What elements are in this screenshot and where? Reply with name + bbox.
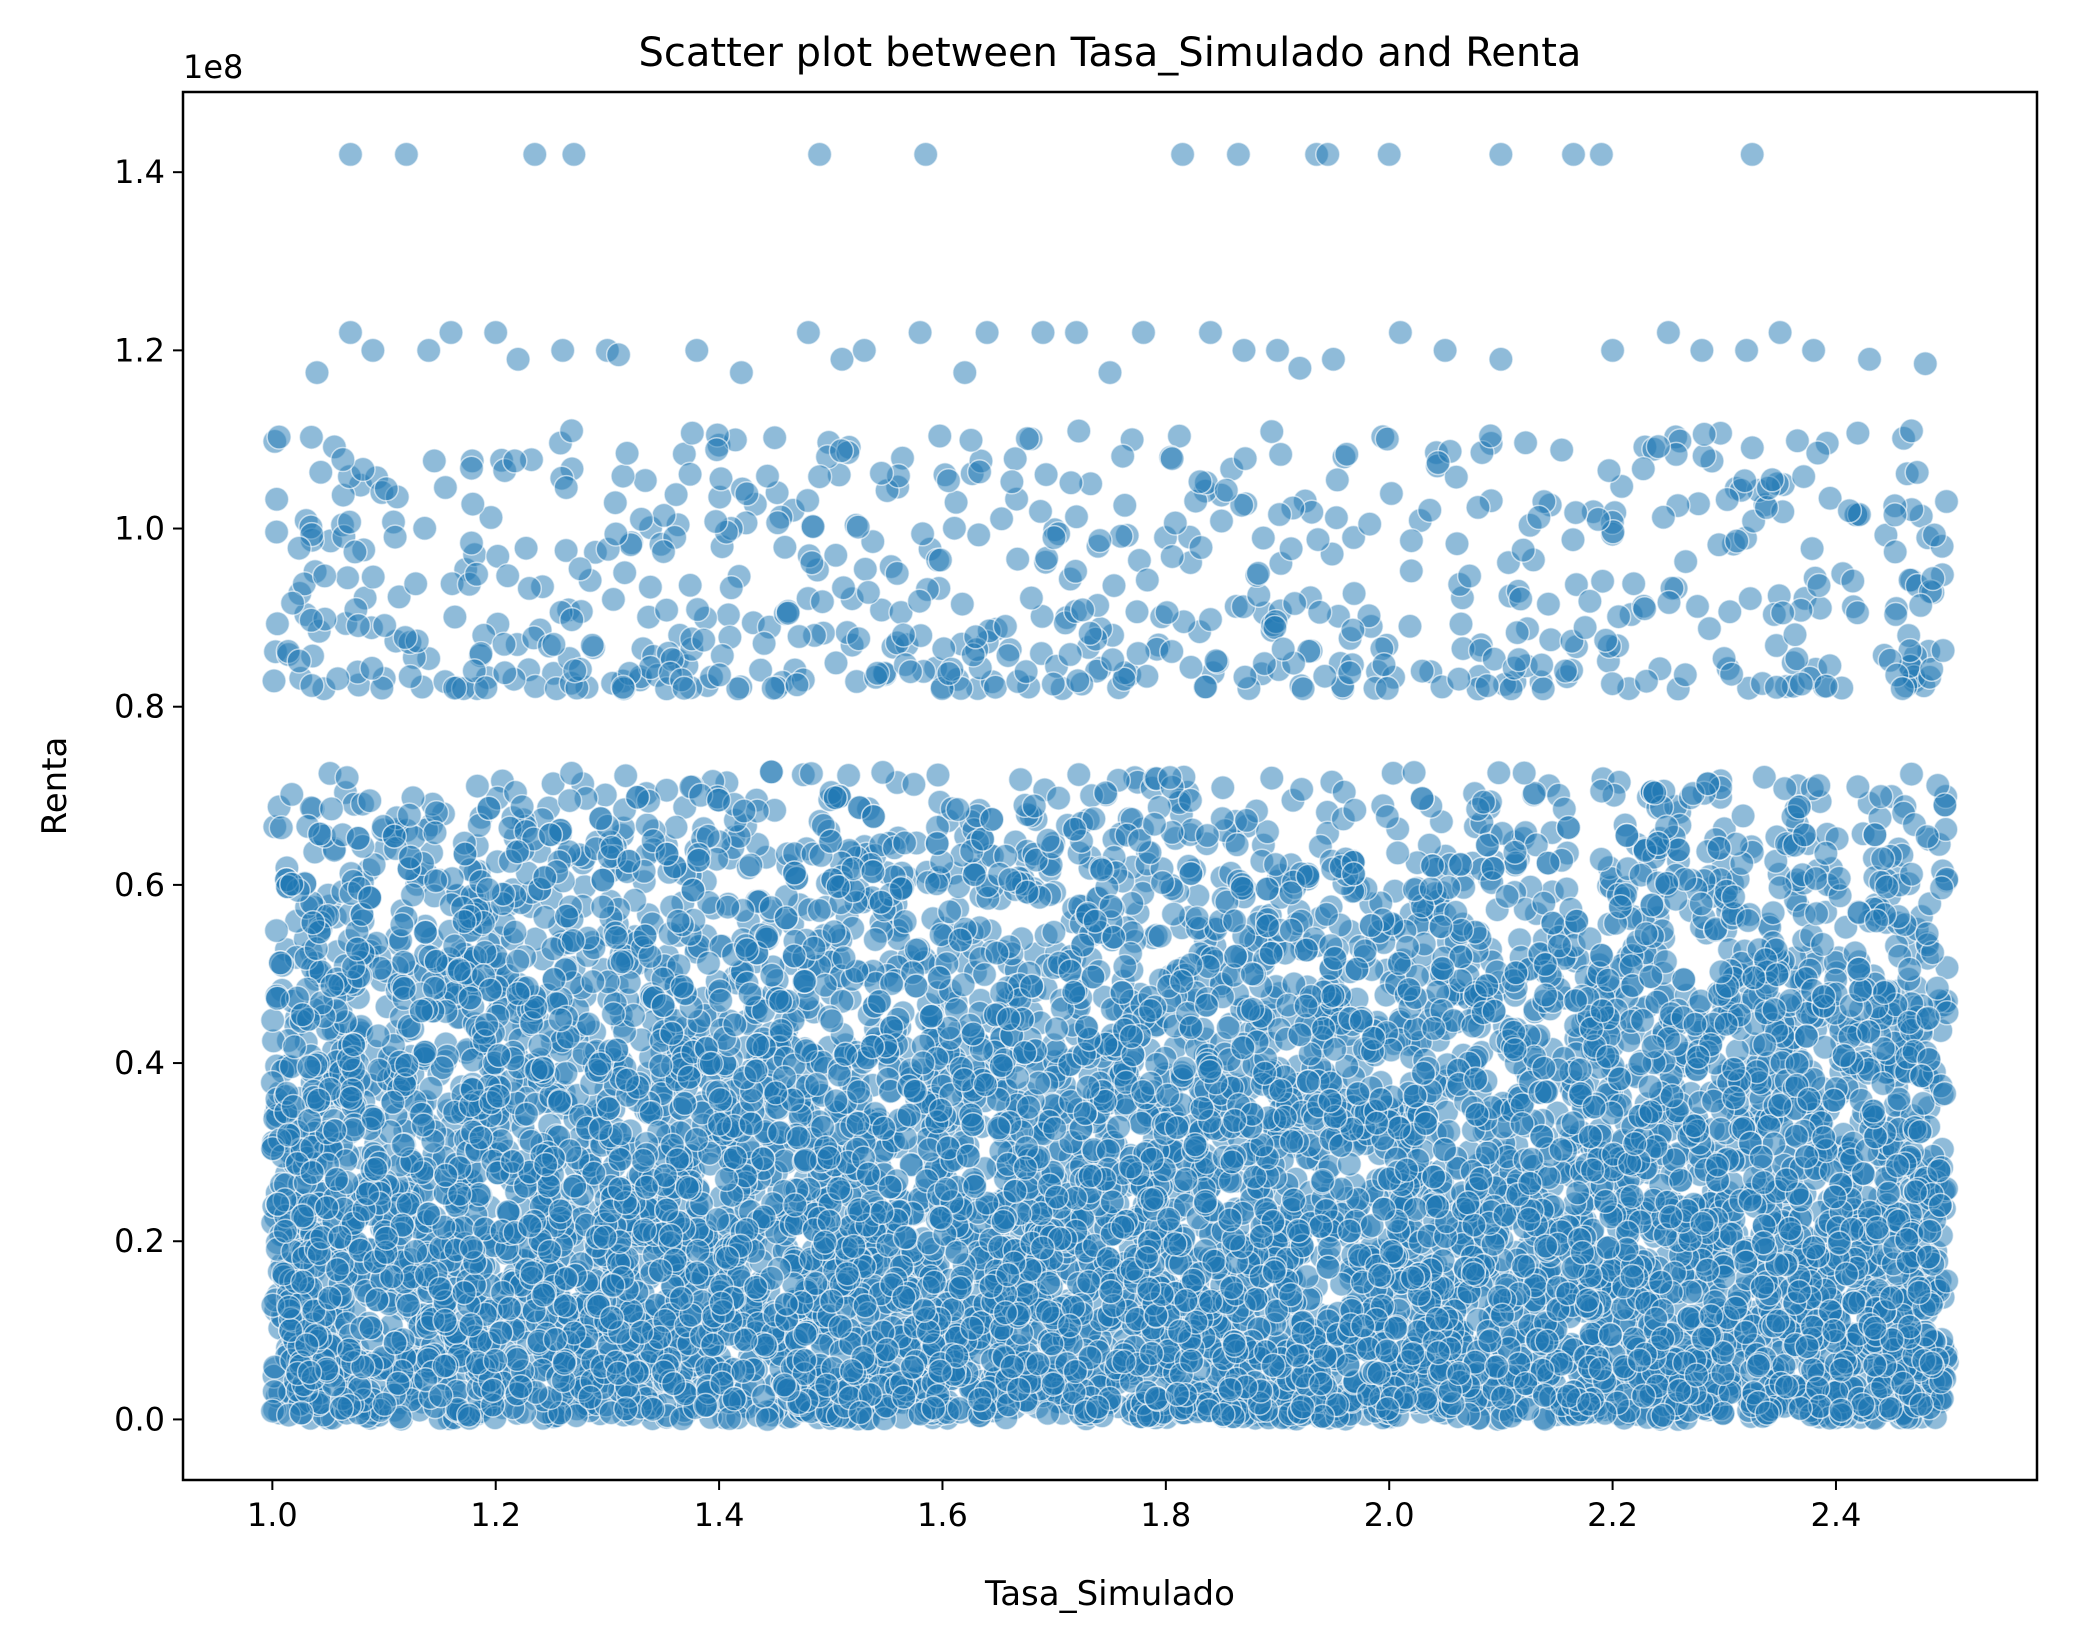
- scatter-point: [1288, 776, 1315, 803]
- scatter-point: [1751, 764, 1778, 790]
- scatter-point: [558, 760, 585, 787]
- scatter-point: [1898, 761, 1925, 787]
- scatter-point: [1147, 923, 1173, 949]
- scatter-point: [1259, 765, 1285, 791]
- scatter-point: [1374, 803, 1401, 830]
- scatter-point: [1007, 766, 1034, 793]
- scatter-point: [925, 762, 951, 788]
- scatter-point: [1486, 760, 1512, 786]
- scatter-point: [502, 919, 528, 945]
- scatter-point: [357, 787, 383, 814]
- scatter-point: [334, 764, 360, 791]
- scatter-point: [1160, 901, 1187, 927]
- scatter-point: [663, 814, 689, 841]
- scatter-point: [1845, 774, 1871, 800]
- scatter-point: [1588, 846, 1615, 873]
- scatter-point: [1224, 832, 1250, 858]
- scatter-point: [1066, 761, 1092, 788]
- scatter-point: [738, 852, 764, 878]
- points-layer: [259, 141, 1961, 1433]
- scatter-point: [1210, 774, 1236, 801]
